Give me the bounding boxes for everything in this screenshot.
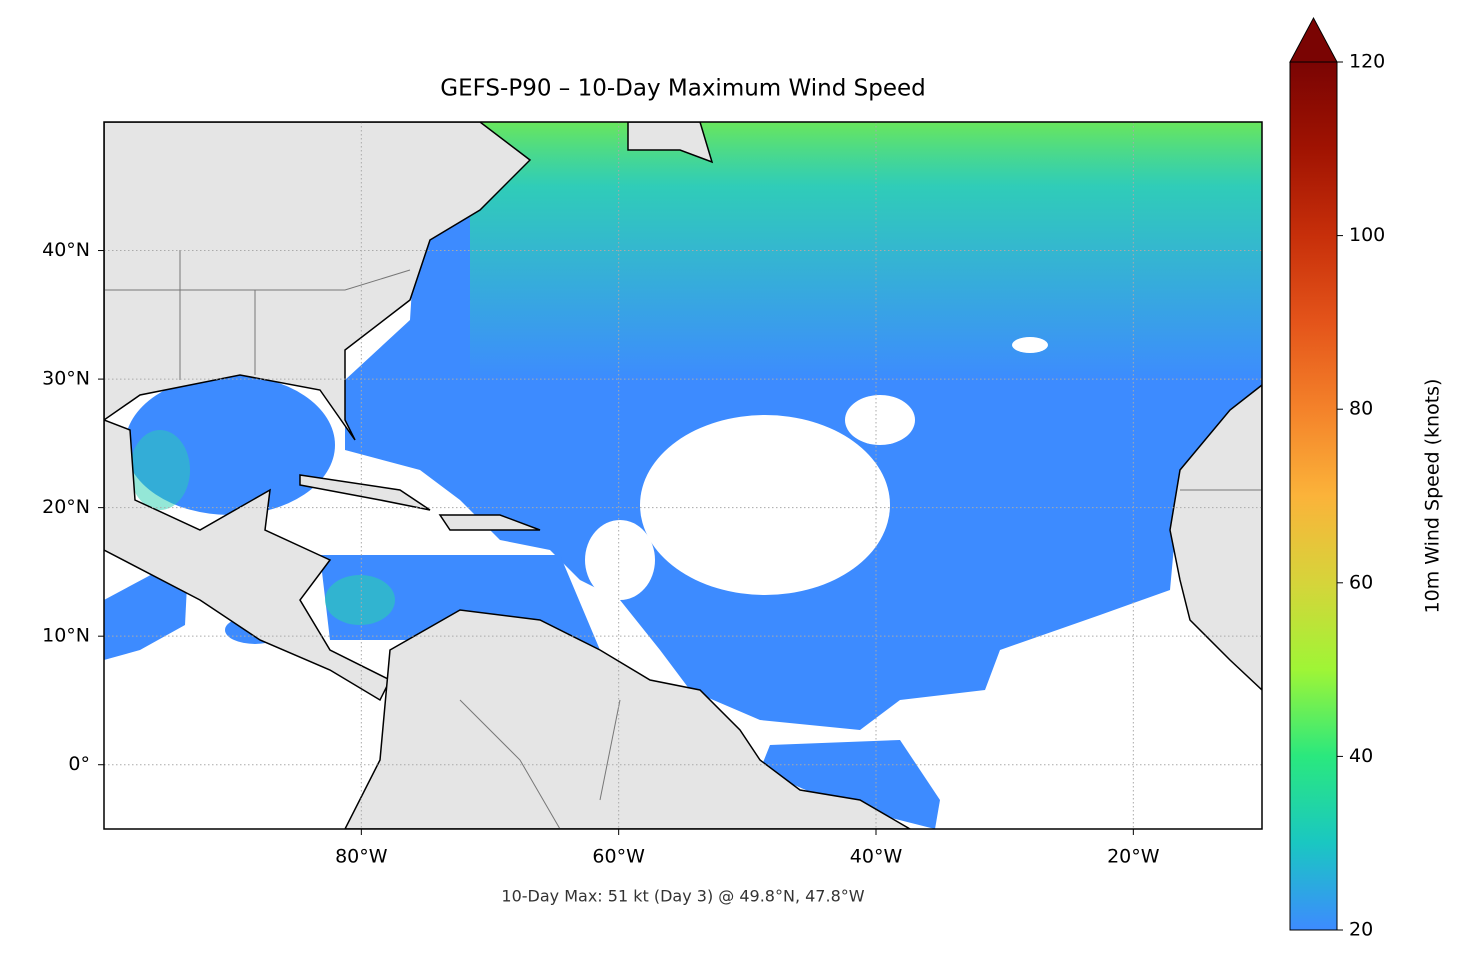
colorbar-label: 10m Wind Speed (knots) — [1422, 379, 1444, 614]
x-tick-label: 20°W — [1107, 846, 1160, 868]
y-tick-label: 10°N — [42, 625, 90, 647]
y-tick-label: 20°N — [42, 496, 90, 518]
map — [104, 122, 1262, 829]
x-tick-label: 80°W — [335, 846, 388, 868]
y-tick-label: 0° — [68, 753, 90, 775]
colorbar-tick-label: 20 — [1349, 919, 1373, 941]
colorbar-tick-label: 60 — [1349, 571, 1373, 593]
y-tick-label: 40°N — [42, 239, 90, 261]
annotation: 10-Day Max: 51 kt (Day 3) @ 49.8°N, 47.8… — [501, 887, 864, 906]
land — [104, 122, 1262, 829]
x-tick-label: 40°W — [850, 846, 903, 868]
chart-title: GEFS-P90 – 10-Day Maximum Wind Speed — [440, 76, 925, 102]
colorbar-tick-label: 40 — [1349, 745, 1373, 767]
colorbar-tick-label: 100 — [1349, 224, 1385, 246]
map-frame — [103, 121, 1263, 830]
y-tick-label: 30°N — [42, 368, 90, 390]
x-tick-label: 60°W — [592, 846, 645, 868]
colorbar-extend — [1289, 16, 1338, 63]
wind-field — [104, 122, 1262, 829]
colorbar-tick-label: 120 — [1349, 51, 1385, 73]
colorbar — [1289, 61, 1338, 931]
colorbar-tick-label: 80 — [1349, 398, 1373, 420]
